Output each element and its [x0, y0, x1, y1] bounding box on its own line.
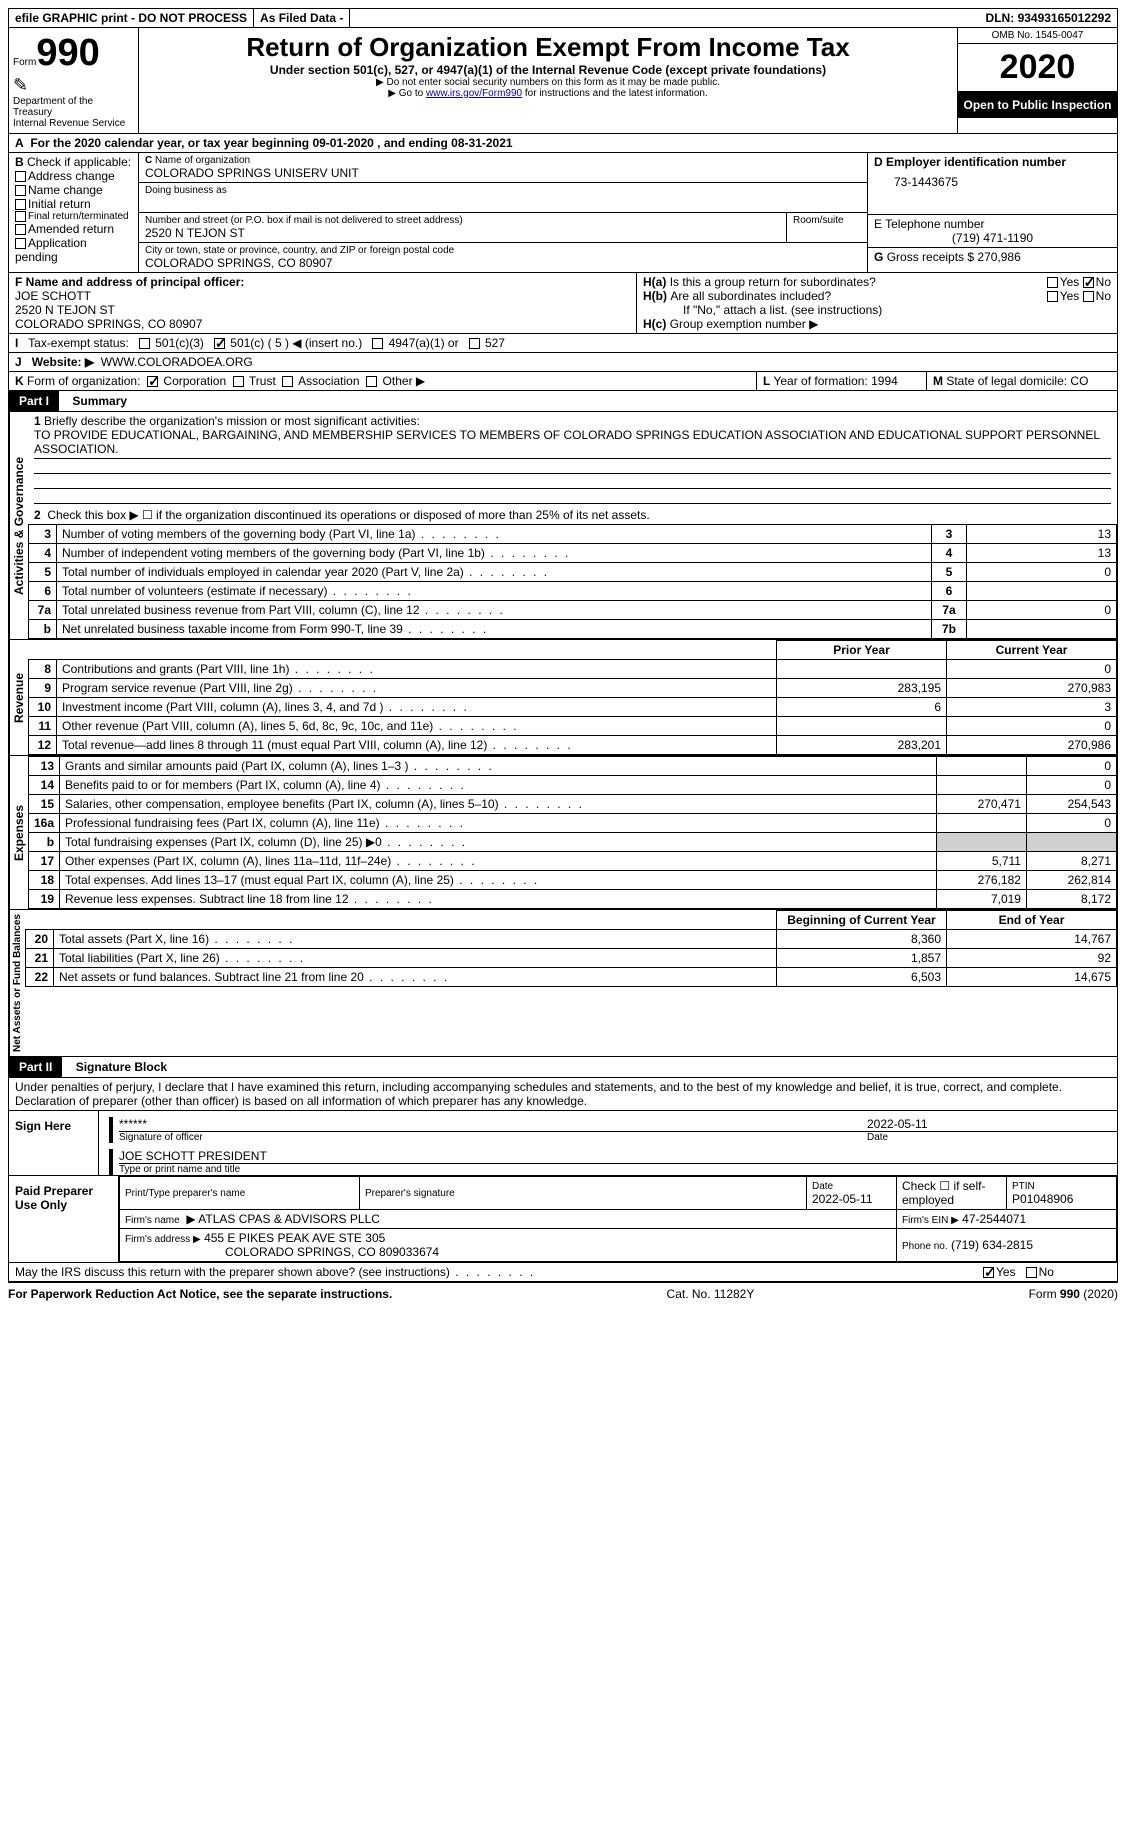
box-b: B Check if applicable: Address change Na…	[9, 153, 139, 272]
box-h: H(a) Is this a group return for subordin…	[637, 273, 1117, 333]
governance-table: 3Number of voting members of the governi…	[28, 524, 1117, 639]
year-box: OMB No. 1545-0047 2020 Open to Public In…	[957, 28, 1117, 133]
irs-link[interactable]: www.irs.gov/Form990	[426, 88, 522, 99]
vlabel-revenue: Revenue	[9, 640, 28, 755]
topbar: efile GRAPHIC print - DO NOT PROCESS As …	[8, 8, 1118, 28]
line-j: J Website: ▶ WWW.COLORADOEA.ORG	[9, 353, 1117, 371]
vlabel-expenses: Expenses	[9, 756, 28, 909]
mission-block: 1 Briefly describe the organization's mi…	[28, 412, 1117, 506]
revenue-table: Prior YearCurrent Year8Contributions and…	[28, 640, 1117, 755]
sign-here-label: Sign Here	[9, 1111, 99, 1175]
box-c-name: C Name of organization COLORADO SPRINGS …	[139, 153, 867, 183]
expenses-table: 13Grants and similar amounts paid (Part …	[28, 756, 1117, 909]
paid-preparer-label: Paid Preparer Use Only	[9, 1176, 119, 1262]
line-l: L Year of formation: 1994	[757, 372, 927, 390]
vlabel-netassets: Net Assets or Fund Balances	[9, 910, 25, 1056]
line-i: I Tax-exempt status: 501(c)(3) 501(c) ( …	[9, 334, 1117, 352]
box-d: D Employer identification number 73-1443…	[868, 153, 1117, 215]
part2-title: Signature Block	[66, 1057, 177, 1077]
line-k: K Form of organization: Corporation Trus…	[9, 372, 757, 390]
page-footer: For Paperwork Reduction Act Notice, see …	[8, 1282, 1118, 1301]
perjury-text: Under penalties of perjury, I declare th…	[8, 1078, 1118, 1111]
line-m: M State of legal domicile: CO	[927, 372, 1117, 390]
vlabel-governance: Activities & Governance	[9, 412, 28, 639]
box-c-city: City or town, state or province, country…	[139, 243, 867, 272]
part2-tag: Part II	[9, 1057, 62, 1077]
netassets-table: Beginning of Current YearEnd of Year20To…	[25, 910, 1117, 987]
box-e: E Telephone number (719) 471-1190	[868, 215, 1117, 248]
discuss-question: May the IRS discuss this return with the…	[9, 1263, 977, 1281]
dln: DLN: 93493165012292	[980, 9, 1117, 27]
efile-notice: efile GRAPHIC print - DO NOT PROCESS	[9, 9, 254, 27]
form-title: Return of Organization Exempt From Incom…	[147, 32, 949, 63]
line-a: A For the 2020 calendar year, or tax yea…	[9, 134, 519, 152]
form-title-box: Return of Organization Exempt From Incom…	[139, 28, 957, 133]
as-filed: As Filed Data -	[254, 9, 350, 27]
line-2: 2 Check this box ▶ ☐ if the organization…	[28, 506, 1117, 524]
box-f: F Name and address of principal officer:…	[9, 273, 637, 333]
box-c-street: Number and street (or P.O. box if mail i…	[139, 213, 787, 242]
part1-tag: Part I	[9, 391, 59, 411]
box-c-dba: Doing business as	[139, 183, 867, 213]
form-id-box: Form990 ✎ Department of the Treasury Int…	[9, 28, 139, 133]
part1-title: Summary	[62, 391, 137, 411]
box-g: G Gross receipts $ 270,986	[868, 248, 1117, 266]
